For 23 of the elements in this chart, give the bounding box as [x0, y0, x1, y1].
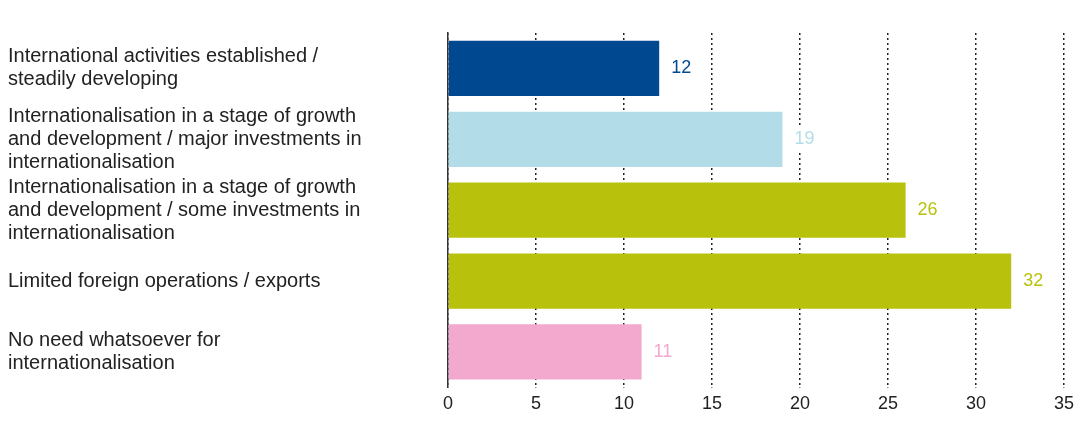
x-tick-label: 10: [613, 393, 635, 414]
bar: [448, 111, 783, 167]
bar: [448, 40, 660, 97]
x-tick-label: 35: [1053, 393, 1075, 414]
y-tick-label: Limited foreign operations / exports: [8, 268, 321, 291]
x-tick-label: 30: [965, 393, 987, 414]
data-label: 19: [794, 128, 815, 149]
data-label: 32: [1023, 270, 1044, 291]
x-tick-label: 25: [877, 393, 899, 414]
x-tick-label: 20: [789, 393, 811, 414]
data-label: 12: [671, 57, 692, 78]
y-tick-label: No need whatsoever for internationalisation: [8, 327, 221, 373]
bar: [448, 182, 906, 238]
data-label: 11: [653, 340, 673, 361]
y-tick-label: International activities established / steadily developing: [8, 44, 319, 90]
y-tick-label: Internationalisation in a stage of growth and development / major investments in internationalisation: [8, 103, 362, 172]
bar: [448, 253, 1012, 309]
x-tick-label: 0: [442, 393, 454, 414]
x-tick-label: 15: [701, 393, 723, 414]
bar: [448, 324, 642, 380]
data-label: 26: [917, 199, 938, 220]
x-tick-label: 5: [530, 393, 542, 414]
y-tick-label: Internationalisation in a stage of growth and development / some investments in internationalisation: [8, 174, 361, 243]
